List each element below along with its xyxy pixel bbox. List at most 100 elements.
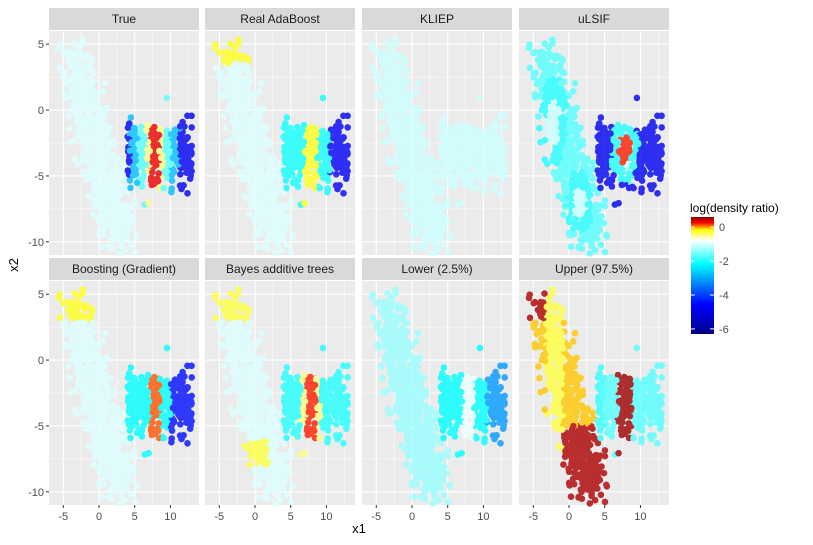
data-point: [81, 115, 88, 123]
data-point: [613, 127, 620, 134]
data-point: [285, 172, 293, 179]
data-point: [579, 162, 587, 169]
data-point: [596, 147, 604, 154]
data-point: [319, 94, 327, 102]
data-point: [275, 229, 283, 237]
data-point: [449, 146, 457, 154]
data-point: [234, 93, 241, 101]
data-point: [369, 41, 377, 48]
data-point: [236, 151, 244, 159]
data-point: [456, 155, 464, 162]
data-point: [85, 105, 92, 113]
data-point: [489, 123, 497, 130]
data-point: [437, 235, 444, 242]
data-point: [77, 105, 85, 113]
data-point: [468, 170, 476, 177]
data-point: [217, 48, 225, 56]
data-point: [421, 177, 428, 184]
data-point: [102, 147, 110, 154]
data-point: [400, 141, 408, 148]
data-point: [611, 136, 618, 144]
data-point: [438, 226, 446, 233]
data-point: [114, 168, 122, 176]
data-point: [274, 236, 282, 244]
data-point: [266, 231, 274, 239]
data-point: [592, 216, 600, 224]
data-point: [327, 142, 335, 150]
data-point: [595, 226, 602, 233]
data-point: [136, 146, 143, 154]
data-point: [237, 53, 245, 60]
data-point: [320, 139, 328, 147]
data-point: [288, 157, 296, 164]
data-point: [537, 138, 544, 146]
data-point: [458, 148, 466, 155]
data-point: [655, 169, 662, 176]
data-point: [92, 189, 99, 197]
data-point: [333, 171, 340, 178]
data-point: [122, 466, 130, 474]
data-point: [299, 155, 307, 162]
data-point: [125, 456, 132, 463]
data-point: [309, 134, 316, 142]
data-point: [56, 291, 63, 299]
data-point: [500, 161, 508, 169]
data-point: [127, 364, 135, 371]
data-point: [456, 127, 463, 134]
data-point: [244, 176, 252, 183]
data-point: [552, 145, 560, 153]
data-point: [557, 141, 564, 148]
data-point: [111, 221, 119, 228]
data-point: [403, 211, 410, 218]
data-point: [79, 290, 86, 297]
data-point: [332, 182, 340, 189]
data-point: [96, 118, 103, 126]
data-point: [246, 211, 253, 218]
data-point: [164, 139, 172, 147]
data-point: [323, 130, 331, 138]
data-point: [244, 79, 251, 87]
data-point: [237, 126, 244, 134]
data-point: [550, 151, 558, 159]
data-point: [421, 169, 429, 176]
data-point: [140, 172, 147, 179]
data-point: [541, 40, 548, 47]
data-point: [61, 298, 69, 306]
data-point: [264, 245, 272, 252]
data-point: [340, 112, 347, 120]
data-point: [654, 190, 661, 197]
data-point: [481, 185, 489, 192]
data-point: [145, 199, 152, 207]
data-point: [634, 139, 642, 147]
data-point: [275, 159, 282, 167]
data-point: [304, 181, 312, 189]
data-point: [89, 343, 96, 350]
data-point: [74, 379, 82, 387]
data-point: [249, 184, 256, 192]
data-point: [259, 194, 266, 201]
data-point: [551, 170, 558, 178]
data-point: [257, 182, 265, 189]
data-point: [558, 79, 565, 87]
data-point: [382, 59, 389, 67]
data-point: [132, 151, 140, 158]
data-point: [394, 170, 401, 178]
data-point: [93, 434, 100, 442]
data-point: [446, 233, 454, 240]
data-point: [223, 138, 230, 146]
data-point: [104, 210, 112, 217]
data-point: [96, 368, 103, 376]
data-point: [90, 461, 97, 468]
data-point: [618, 181, 626, 189]
data-point: [87, 312, 94, 319]
data-point: [615, 199, 622, 207]
data-point: [278, 216, 286, 224]
data-point: [407, 170, 414, 178]
data-point: [232, 111, 240, 118]
data-point: [312, 147, 319, 155]
data-point: [148, 181, 156, 189]
data-point: [340, 190, 347, 197]
data-point: [110, 231, 117, 239]
data-point: [283, 184, 290, 192]
data-point: [186, 175, 194, 182]
